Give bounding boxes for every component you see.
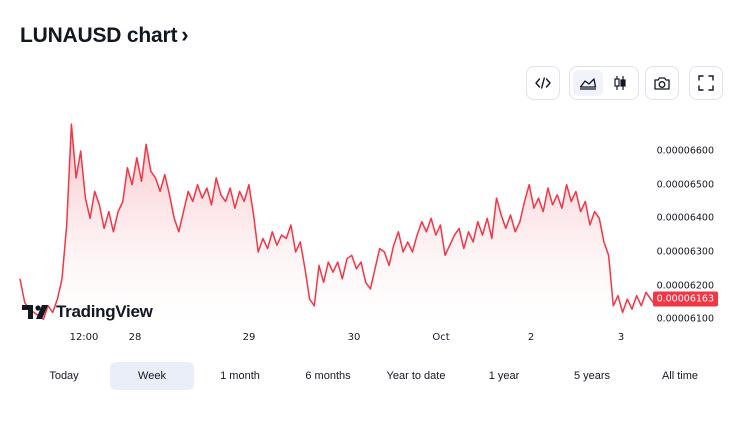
tradingview-logo-icon — [22, 305, 48, 319]
range-button-6-months[interactable]: 6 months — [305, 370, 351, 382]
price-chart[interactable] — [0, 110, 750, 350]
camera-icon — [654, 76, 670, 90]
chart-style-toggle — [569, 66, 639, 100]
range-button-today[interactable]: Today — [49, 370, 79, 382]
chevron-right-icon: › — [181, 22, 189, 47]
range-button-week[interactable]: Week — [110, 362, 194, 390]
x-axis-tick-label: 28 — [128, 332, 142, 343]
y-axis-tick-label: 0.00006200 — [656, 280, 714, 292]
area-chart-plot — [19, 123, 661, 326]
chart-title-link[interactable]: LUNAUSD chart › — [20, 22, 189, 48]
last-price-badge: 0.00006163 — [652, 291, 718, 307]
price-area-fill — [20, 124, 660, 326]
x-axis-tick-label: 29 — [242, 332, 256, 343]
x-axis-tick-label: 3 — [617, 332, 625, 343]
y-axis-tick-label: 0.00006600 — [656, 145, 714, 157]
range-button-1-year[interactable]: 1 year — [488, 370, 520, 382]
page-title: LUNAUSD chart — [20, 24, 178, 47]
fullscreen-button[interactable] — [689, 66, 723, 100]
range-button-5-years[interactable]: 5 years — [573, 370, 611, 382]
y-axis-tick-label: 0.00006100 — [656, 313, 714, 325]
price-series-line — [19, 123, 661, 321]
code-embed-icon — [535, 77, 551, 89]
y-axis-tick-label: 0.00006500 — [656, 179, 714, 191]
x-axis-tick-label: Oct — [432, 332, 450, 343]
time-range-selector: Today Week 1 month 6 months Year to date 1 ye… — [0, 362, 750, 390]
x-axis-tick-label: 2 — [527, 332, 535, 343]
tradingview-logo[interactable]: TradingView — [22, 302, 153, 322]
range-button-1-month[interactable]: 1 month — [220, 370, 260, 382]
y-axis-tick-label: 0.00006300 — [656, 246, 714, 258]
screenshot-button[interactable] — [645, 66, 679, 100]
embed-code-button[interactable] — [526, 66, 560, 100]
x-axis-tick-label: 12:00 — [69, 332, 99, 343]
y-axis-tick-label: 0.00006400 — [656, 212, 714, 224]
candlestick-icon — [614, 76, 626, 90]
range-button-all-time[interactable]: All time — [661, 370, 699, 382]
x-axis-tick-label: 30 — [347, 332, 361, 343]
range-button-year-to-date[interactable]: Year to date — [386, 370, 446, 382]
area-chart-button[interactable] — [573, 70, 603, 96]
logo-text: TradingView — [56, 302, 153, 321]
area-chart-icon — [579, 78, 597, 90]
candlestick-chart-button[interactable] — [605, 70, 635, 96]
fullscreen-icon — [698, 75, 714, 91]
